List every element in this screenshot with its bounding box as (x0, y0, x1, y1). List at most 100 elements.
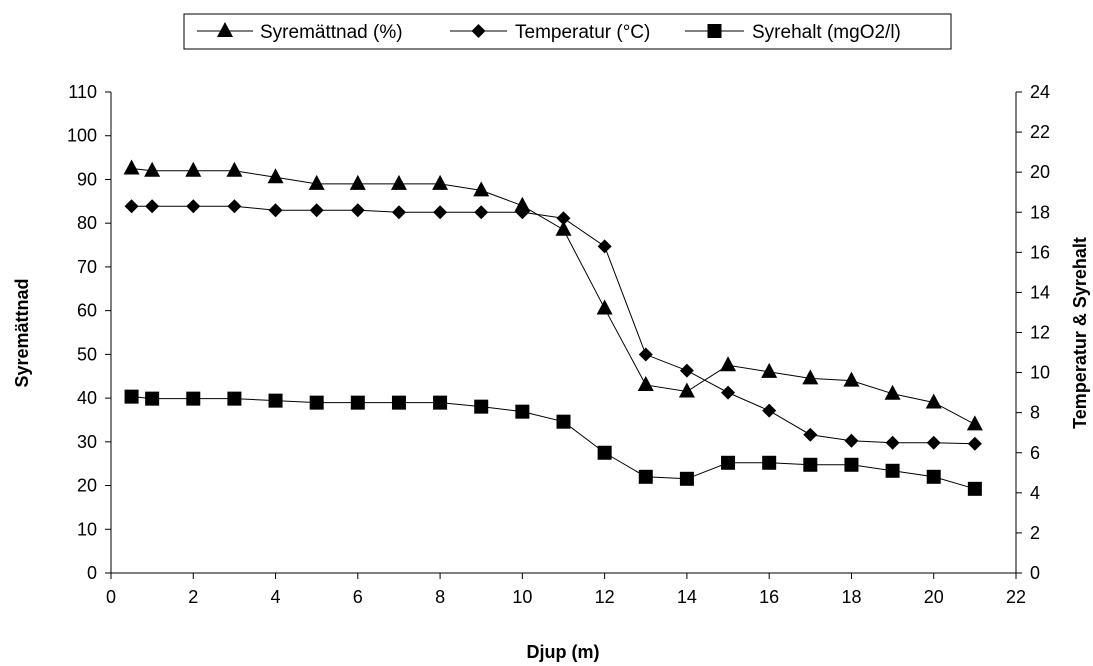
legend-label: Temperatur (°C) (515, 22, 650, 43)
data-point-square (926, 469, 941, 484)
legend-label: Syremättnad (%) (260, 22, 403, 43)
x-axis-title: Djup (m) (527, 642, 600, 662)
y-tick-label-right: 0 (1030, 563, 1040, 583)
data-point-square (433, 395, 448, 410)
y-tick-label-left: 40 (77, 388, 97, 408)
data-point-diamond (268, 203, 283, 218)
data-point-diamond (762, 403, 777, 418)
data-point-diamond (433, 205, 448, 220)
data-point-triangle (637, 375, 654, 391)
series-triangle (123, 159, 983, 431)
data-point-diamond (638, 347, 653, 362)
data-point-triangle (843, 371, 860, 387)
legend-item-triangle: Syremättnad (%) (197, 22, 403, 43)
y-tick-label-left: 110 (68, 82, 97, 102)
data-point-diamond (926, 435, 941, 450)
data-point-square (309, 395, 324, 410)
y-tick-label-right: 4 (1030, 483, 1040, 503)
data-point-triangle (555, 220, 572, 236)
data-point-triangle (267, 168, 284, 184)
data-point-triangle (308, 174, 325, 190)
y-tick-label-left: 20 (77, 476, 97, 496)
y-tick-label-left: 90 (77, 169, 97, 189)
series-layer (123, 159, 983, 496)
x-tick-label: 0 (106, 587, 116, 607)
data-point-square (679, 471, 694, 486)
data-point-diamond (350, 203, 365, 218)
legend: Syremättnad (%) Temperatur (°C) Syrehalt (… (183, 13, 952, 50)
series-line (131, 168, 976, 425)
x-tick-label: 20 (924, 587, 944, 607)
y-tick-label-left: 70 (77, 257, 97, 277)
data-point-triangle (596, 299, 613, 315)
y-tick-label-left: 10 (77, 519, 97, 539)
data-point-square (268, 393, 283, 408)
data-point-square (145, 391, 160, 406)
series-line (131, 205, 975, 445)
legend-label: Syrehalt (mgO2/l) (752, 22, 901, 43)
data-point-diamond (721, 385, 736, 400)
data-point-triangle (720, 356, 737, 372)
y-tick-label-right: 6 (1030, 443, 1040, 463)
y-tick-label-left: 100 (67, 126, 97, 146)
axes (110, 92, 1017, 574)
data-point-diamond (679, 363, 694, 378)
data-point-square (721, 455, 736, 470)
data-point-diamond (803, 427, 818, 442)
data-point-square (762, 455, 777, 470)
data-point-triangle (185, 161, 202, 177)
x-tick-label: 10 (512, 587, 532, 607)
data-point-square (124, 389, 139, 404)
legend-item-diamond: Temperatur (°C) (450, 22, 650, 43)
x-tick-label: 22 (1006, 587, 1026, 607)
x-tick-label: 8 (435, 587, 445, 607)
data-point-triangle (966, 415, 983, 431)
y-tick-label-right: 14 (1030, 282, 1050, 302)
data-point-triangle (925, 393, 942, 409)
legend-marker-triangle (217, 22, 233, 37)
data-point-diamond (309, 203, 324, 218)
data-point-diamond (227, 199, 242, 214)
data-point-diamond (186, 199, 201, 214)
data-point-triangle (390, 174, 407, 190)
data-point-triangle (123, 159, 140, 175)
legend-marker-square (707, 24, 722, 38)
data-point-square (638, 469, 653, 484)
y-tick-label-right: 20 (1030, 162, 1050, 182)
y-axis-title-left: Syremättnad (12, 278, 32, 387)
data-point-square (844, 457, 859, 472)
data-point-triangle (678, 382, 695, 398)
data-point-diamond (597, 239, 612, 254)
data-point-diamond (145, 199, 160, 214)
y-tick-label-right: 18 (1030, 202, 1050, 222)
data-point-square (967, 481, 982, 496)
y-tick-label-right: 24 (1030, 82, 1050, 102)
data-point-triangle (473, 181, 490, 197)
data-point-square (515, 404, 530, 419)
y-tick-label-left: 60 (77, 301, 97, 321)
legend-item-square: Syrehalt (mgO2/l) (685, 22, 901, 43)
series-square (124, 389, 982, 496)
data-point-diamond (844, 433, 859, 448)
x-tick-label: 14 (677, 587, 697, 607)
legend-marker-diamond (471, 24, 486, 38)
data-point-diamond (124, 199, 139, 214)
data-point-triangle (761, 362, 778, 378)
x-tick-label: 4 (271, 587, 281, 607)
data-point-diamond (474, 205, 489, 220)
x-tick-label: 6 (353, 587, 363, 607)
data-point-triangle (144, 161, 161, 177)
data-point-triangle (802, 369, 819, 385)
series-diamond (124, 199, 982, 451)
y-tick-label-right: 16 (1030, 242, 1050, 262)
data-point-square (186, 391, 201, 406)
data-point-square (227, 391, 242, 406)
data-point-triangle (432, 174, 449, 190)
data-point-diamond (885, 435, 900, 450)
y-tick-label-right: 12 (1030, 323, 1050, 343)
data-point-diamond (556, 211, 571, 226)
data-point-triangle (226, 161, 243, 177)
data-point-square (474, 399, 489, 414)
y-tick-label-right: 8 (1030, 403, 1040, 423)
